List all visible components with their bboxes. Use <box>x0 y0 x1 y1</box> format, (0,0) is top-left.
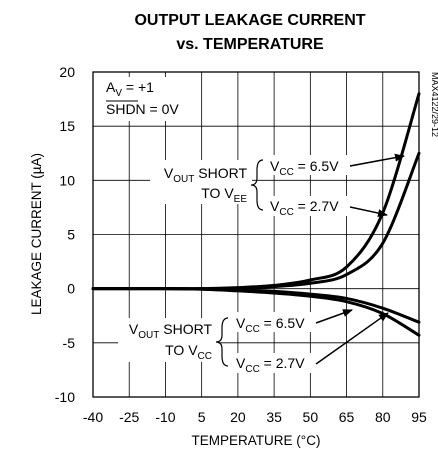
x-tick-label: 20 <box>230 409 246 425</box>
upper-group-label-line1: VOUT SHORT <box>164 165 248 185</box>
upper-group-label-line2: TO VEE <box>201 185 247 205</box>
lower-s2-arrow <box>315 312 389 365</box>
lower-group-label-line2: TO VCC <box>165 342 212 362</box>
lower-group-brace <box>215 317 229 367</box>
av-condition: AV = +1 <box>106 79 154 99</box>
chart-title-line2: vs. TEMPERATURE <box>176 36 324 53</box>
grid <box>93 72 419 397</box>
series-line-3 <box>91 287 421 324</box>
lower-group-label-line1: VOUT SHORT <box>129 321 213 341</box>
y-tick-label: 10 <box>59 172 75 188</box>
upper-s1-label: VCC = 6.5V <box>270 158 339 178</box>
plot-frame <box>92 71 420 398</box>
x-tick-label: 95 <box>411 409 427 425</box>
conditions-box-bg <box>100 77 178 121</box>
x-tick-label: -40 <box>83 409 103 425</box>
lower-s2-label-bg <box>232 353 316 373</box>
shdn-condition: SHDN = 0V <box>106 101 179 117</box>
lower-group-label-bg <box>118 318 218 362</box>
y-tick-label: 0 <box>67 281 75 297</box>
part-code: MAX4122/29-12 <box>430 72 438 137</box>
x-tick-label: -25 <box>119 409 139 425</box>
x-tick-label: -10 <box>155 409 175 425</box>
lower-s1-label: VCC = 6.5V <box>236 315 305 335</box>
upper-s2-arrow <box>349 206 388 218</box>
series-group <box>91 92 421 337</box>
y-tick-label: 15 <box>59 118 75 134</box>
upper-group-brace <box>250 159 264 211</box>
y-tick-label: 20 <box>59 64 75 80</box>
tick-labels: -40 -25 -10 5 20 35 50 65 80 95 -10 -5 0 5 10 15 20 <box>55 64 427 425</box>
x-tick-label: 35 <box>266 409 282 425</box>
upper-s2-label: VCC = 2.7V <box>270 198 339 218</box>
lower-s1-label-bg <box>232 312 316 332</box>
chart-title-line1: OUTPUT LEAKAGE CURRENT <box>134 12 365 29</box>
x-tick-label: 80 <box>375 409 391 425</box>
x-tick-label: 5 <box>198 409 206 425</box>
x-axis-label: TEMPERATURE (°C) <box>192 433 321 448</box>
upper-s1-label-bg <box>266 155 350 175</box>
y-axis-label: LEAKAGE CURRENT (µA) <box>29 153 44 315</box>
upper-group-label-bg <box>150 160 252 204</box>
upper-s2-label-bg <box>266 196 350 216</box>
lower-s1-arrow <box>315 309 353 324</box>
y-tick-label: -5 <box>63 335 76 351</box>
x-tick-label: 65 <box>339 409 355 425</box>
x-tick-label: 50 <box>303 409 319 425</box>
y-tick-label: 5 <box>67 227 75 243</box>
series-line-1 <box>91 151 421 291</box>
y-tick-label: -10 <box>55 389 75 405</box>
lower-s2-label: VCC = 2.7V <box>236 355 305 375</box>
upper-s1-arrow <box>349 153 405 167</box>
